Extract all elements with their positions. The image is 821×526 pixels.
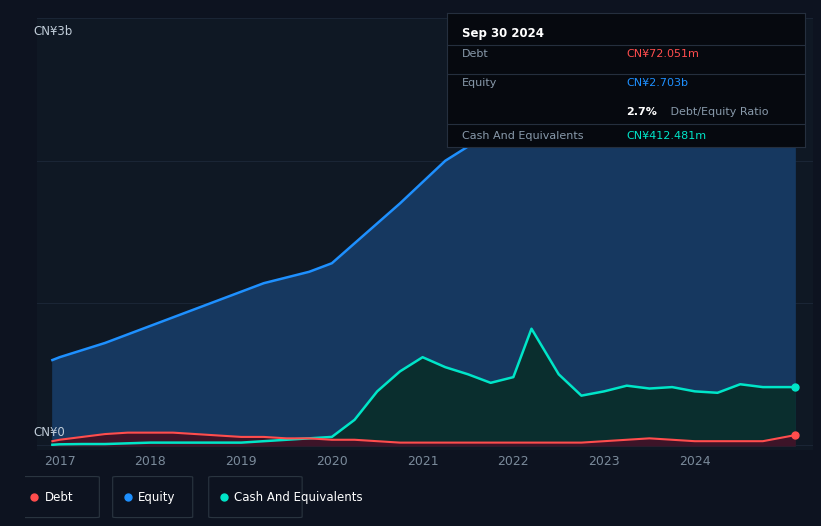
Text: CN¥412.481m: CN¥412.481m [626,131,706,141]
Text: Debt: Debt [461,49,488,59]
FancyBboxPatch shape [20,477,99,518]
Text: CN¥0: CN¥0 [33,426,65,439]
Text: Equity: Equity [461,77,497,87]
Text: CN¥3b: CN¥3b [33,25,72,38]
Text: Debt/Equity Ratio: Debt/Equity Ratio [667,107,768,117]
Text: Equity: Equity [138,491,176,503]
Text: Cash And Equivalents: Cash And Equivalents [234,491,363,503]
Text: Sep 30 2024: Sep 30 2024 [461,26,544,39]
Text: CN¥72.051m: CN¥72.051m [626,49,699,59]
Text: CN¥2.703b: CN¥2.703b [626,77,688,87]
FancyBboxPatch shape [209,477,302,518]
FancyBboxPatch shape [112,477,193,518]
Text: Debt: Debt [45,491,74,503]
Text: 2.7%: 2.7% [626,107,657,117]
Text: Cash And Equivalents: Cash And Equivalents [461,131,583,141]
